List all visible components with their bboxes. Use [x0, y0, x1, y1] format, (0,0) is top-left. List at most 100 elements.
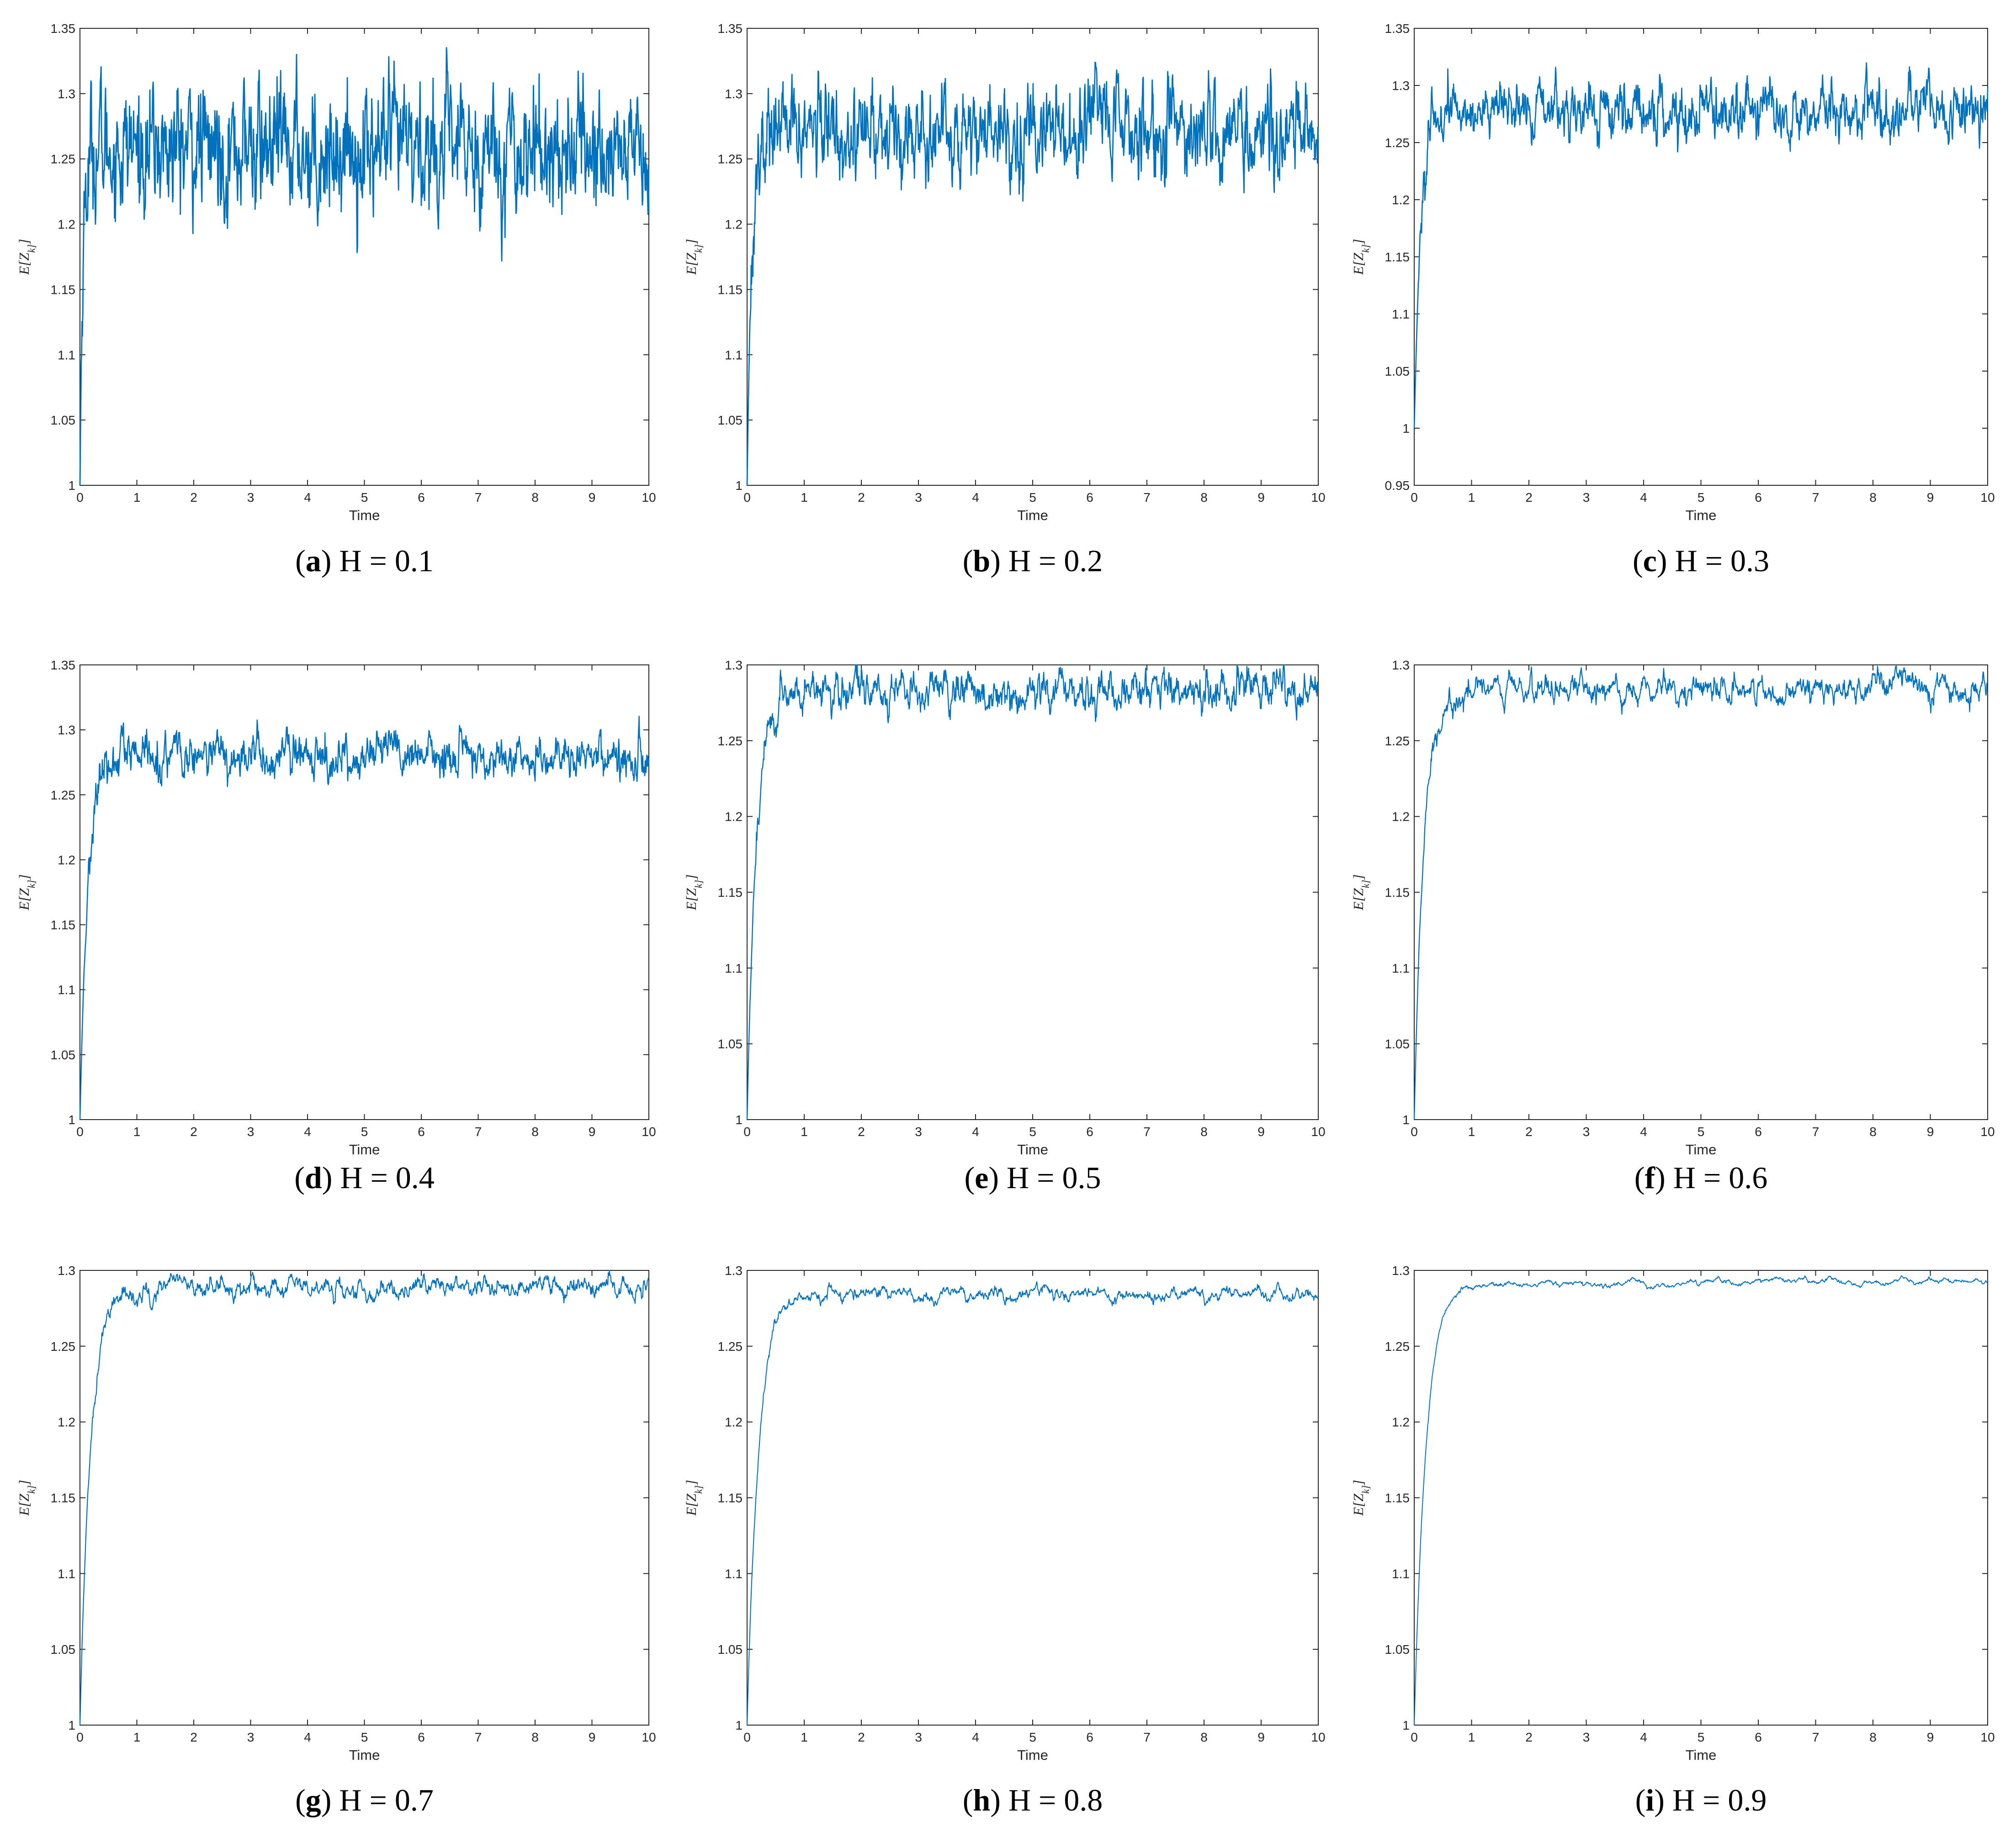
y-tick-label: 1 — [68, 1718, 75, 1732]
x-tick-label: 7 — [475, 1730, 482, 1744]
x-tick-label: 5 — [1698, 1125, 1705, 1139]
y-tick-label: 1.3 — [1392, 79, 1410, 93]
x-tick-label: 9 — [589, 490, 596, 505]
x-tick-label: 0 — [743, 490, 751, 505]
y-tick-label: 1.3 — [1392, 658, 1410, 672]
series-line — [746, 1281, 1319, 1726]
x-axis-label: Time — [1017, 1142, 1048, 1158]
y-tick-label: 1.25 — [1385, 734, 1410, 748]
x-tick-label: 5 — [1698, 1730, 1705, 1744]
x-axis-label: Time — [349, 1747, 380, 1763]
y-tick-label: 1.1 — [725, 348, 743, 362]
axes-frame — [1414, 1270, 1988, 1726]
panel-b: 0 1 2 3 4 5 6 7 8 9 1011.051.11.151.21.251.31.35Ti… — [683, 21, 1326, 578]
x-tick-label: 2 — [1525, 1730, 1533, 1744]
x-tick-label: 4 — [1640, 1730, 1647, 1744]
y-tick-label: 1.15 — [1385, 1491, 1410, 1505]
y-tick-label: 1 — [1402, 1113, 1410, 1127]
y-tick-label: 0.95 — [1385, 478, 1410, 493]
y-tick-label: 1.15 — [718, 282, 743, 297]
y-tick-label: 1.35 — [51, 21, 76, 36]
y-tick-label: 1.25 — [1385, 1339, 1410, 1354]
y-tick-label: 1 — [68, 1113, 75, 1127]
y-tick-label: 1.3 — [1392, 1264, 1410, 1278]
panel-caption: (g) H = 0.7 — [295, 1783, 434, 1817]
y-tick-label: 1.3 — [58, 87, 75, 101]
x-tick-label: 4 — [1640, 490, 1647, 505]
x-tick-label: 4 — [972, 490, 979, 505]
series-line — [1413, 62, 1989, 429]
axes-frame — [80, 28, 649, 486]
x-tick-label: 4 — [1640, 1125, 1647, 1139]
x-tick-label: 6 — [418, 490, 425, 505]
x-tick-label: 7 — [475, 490, 482, 505]
x-tick-label: 10 — [642, 1125, 656, 1139]
y-tick-label: 1.35 — [1385, 21, 1410, 36]
axes-frame — [1414, 664, 1988, 1120]
y-axis-label: E[Zk]] — [683, 874, 704, 911]
y-tick-label: 1.05 — [1385, 1642, 1410, 1657]
x-tick-label: 3 — [1583, 490, 1590, 505]
y-tick-label: 1.15 — [51, 282, 76, 297]
x-tick-label: 8 — [1200, 1125, 1208, 1139]
y-tick-label: 1.3 — [725, 658, 743, 672]
x-tick-label: 5 — [361, 490, 368, 505]
x-tick-label: 3 — [247, 1125, 255, 1139]
y-tick-label: 1.2 — [725, 218, 743, 232]
x-tick-label: 0 — [743, 1730, 751, 1744]
x-axis-label: Time — [1017, 1747, 1048, 1763]
x-tick-label: 7 — [475, 1125, 482, 1139]
x-tick-label: 10 — [1311, 1730, 1325, 1744]
x-tick-label: 9 — [1257, 1125, 1265, 1139]
x-tick-label: 10 — [642, 1730, 656, 1744]
x-tick-label: 3 — [1583, 1125, 1590, 1139]
x-tick-label: 5 — [1698, 490, 1705, 505]
x-tick-label: 3 — [915, 1125, 922, 1139]
x-tick-label: 0 — [1411, 1125, 1418, 1139]
x-tick-label: 10 — [1980, 1730, 1995, 1744]
y-tick-label: 1.05 — [718, 1642, 743, 1657]
x-tick-label: 0 — [76, 1730, 84, 1744]
x-tick-label: 4 — [304, 1125, 311, 1139]
y-tick-label: 1.3 — [725, 1264, 743, 1278]
y-tick-label: 1.05 — [1385, 364, 1410, 378]
y-tick-label: 1.15 — [1385, 250, 1410, 264]
panel-caption: (a) H = 0.1 — [295, 543, 434, 578]
x-tick-label: 8 — [531, 1125, 539, 1139]
y-tick-label: 1.2 — [58, 1415, 75, 1429]
y-tick-label: 1.25 — [51, 788, 76, 802]
y-tick-label: 1 — [735, 1113, 743, 1127]
x-tick-label: 1 — [801, 1125, 808, 1139]
y-tick-label: 1.1 — [58, 348, 75, 362]
y-tick-label: 1.3 — [725, 87, 743, 101]
panel-i: 0 1 2 3 4 5 6 7 8 9 1011.051.11.151.21.251.3TimeE[… — [1350, 1264, 1995, 1817]
y-tick-label: 1.25 — [718, 152, 743, 166]
x-tick-label: 9 — [1257, 1730, 1265, 1744]
x-tick-label: 4 — [972, 1730, 979, 1744]
x-tick-label: 8 — [1869, 490, 1877, 505]
series-line — [79, 47, 650, 486]
panel-caption: (f) H = 0.6 — [1634, 1160, 1767, 1195]
series-line — [79, 1269, 649, 1726]
axes-frame — [747, 664, 1319, 1120]
x-axis-label: Time — [1686, 1142, 1717, 1158]
x-tick-label: 5 — [1029, 1125, 1036, 1139]
x-tick-label: 0 — [76, 490, 84, 505]
x-tick-label: 5 — [361, 1125, 368, 1139]
y-axis-label: E[Zk]] — [1350, 239, 1371, 276]
x-tick-label: 1 — [1468, 1730, 1475, 1744]
x-tick-label: 3 — [915, 490, 922, 505]
series-line — [746, 61, 1319, 486]
x-tick-label: 7 — [1143, 1125, 1151, 1139]
x-tick-label: 6 — [418, 1730, 425, 1744]
x-tick-label: 7 — [1812, 1730, 1820, 1744]
panel-caption: (e) H = 0.5 — [965, 1160, 1101, 1195]
y-tick-label: 1.1 — [1392, 961, 1410, 975]
y-tick-label: 1.1 — [1392, 1567, 1410, 1581]
y-tick-label: 1.2 — [58, 218, 75, 232]
y-axis-label: E[Zk]] — [683, 239, 704, 276]
x-tick-label: 10 — [1980, 490, 1995, 505]
y-tick-label: 1 — [735, 478, 743, 493]
x-tick-label: 1 — [801, 490, 808, 505]
x-tick-label: 8 — [1200, 490, 1208, 505]
